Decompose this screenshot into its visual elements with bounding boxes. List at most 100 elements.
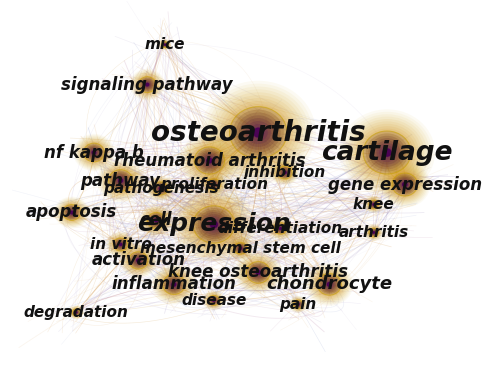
Circle shape [238,255,278,290]
Circle shape [162,42,168,48]
Circle shape [168,279,180,290]
Circle shape [162,42,168,48]
Circle shape [150,178,172,199]
Circle shape [384,165,426,204]
Circle shape [196,208,232,241]
Circle shape [213,299,215,301]
Circle shape [70,306,83,319]
Circle shape [372,203,375,205]
Circle shape [138,259,140,261]
Circle shape [291,298,306,311]
Circle shape [154,183,167,194]
Circle shape [164,44,166,45]
Circle shape [234,243,247,254]
Circle shape [326,281,334,288]
Circle shape [98,160,143,201]
Circle shape [369,228,378,237]
Circle shape [368,227,380,238]
Circle shape [154,219,158,222]
Circle shape [140,78,155,92]
Circle shape [158,186,163,190]
Circle shape [107,232,134,257]
Circle shape [115,239,126,250]
Circle shape [159,271,189,298]
Circle shape [236,244,246,253]
Circle shape [386,168,424,201]
Circle shape [232,240,250,257]
Circle shape [154,182,168,195]
Circle shape [59,201,84,224]
Circle shape [370,202,377,207]
Circle shape [370,229,378,236]
Circle shape [160,40,170,50]
Circle shape [344,114,430,191]
Text: apoptosis: apoptosis [26,203,118,221]
Circle shape [70,211,73,214]
Circle shape [372,231,376,234]
Circle shape [71,211,72,213]
Circle shape [316,272,342,296]
Circle shape [116,176,126,185]
Circle shape [130,69,165,101]
Circle shape [373,204,374,205]
Circle shape [156,185,164,192]
Circle shape [277,165,293,180]
Circle shape [214,92,303,173]
Circle shape [236,245,245,252]
Circle shape [284,172,286,173]
Circle shape [155,219,157,221]
Circle shape [254,269,262,276]
Circle shape [372,203,376,206]
Circle shape [288,296,308,313]
Circle shape [160,188,162,189]
Circle shape [322,277,338,291]
Circle shape [371,138,403,167]
Circle shape [295,301,302,307]
Circle shape [80,140,108,165]
Circle shape [290,297,306,312]
Circle shape [339,109,435,196]
Circle shape [373,232,374,233]
Circle shape [100,161,142,200]
Circle shape [104,165,138,196]
Circle shape [184,138,234,183]
Circle shape [126,249,151,272]
Circle shape [56,199,88,227]
Circle shape [170,281,177,288]
Circle shape [268,218,292,239]
Circle shape [119,243,158,278]
Circle shape [198,150,221,171]
Circle shape [363,131,411,174]
Circle shape [104,166,136,195]
Circle shape [314,271,344,298]
Circle shape [150,215,163,227]
Circle shape [292,299,304,310]
Circle shape [120,244,122,245]
Circle shape [55,197,88,227]
Circle shape [256,270,261,275]
Circle shape [114,174,128,187]
Circle shape [92,151,96,154]
Circle shape [138,76,157,93]
Circle shape [154,266,194,302]
Circle shape [275,223,286,234]
Circle shape [212,183,216,186]
Circle shape [206,294,222,307]
Text: inhibition: inhibition [244,165,326,180]
Circle shape [398,178,412,191]
Circle shape [118,242,124,247]
Text: signaling pathway: signaling pathway [62,75,233,94]
Circle shape [156,269,192,300]
Circle shape [116,241,124,248]
Circle shape [155,184,166,194]
Circle shape [278,167,291,178]
Circle shape [355,124,419,181]
Circle shape [296,302,301,307]
Circle shape [290,297,306,312]
Circle shape [210,296,218,304]
Circle shape [240,248,241,249]
Circle shape [272,221,289,236]
Circle shape [84,144,103,161]
Circle shape [204,291,224,309]
Text: arthritis: arthritis [338,225,409,240]
